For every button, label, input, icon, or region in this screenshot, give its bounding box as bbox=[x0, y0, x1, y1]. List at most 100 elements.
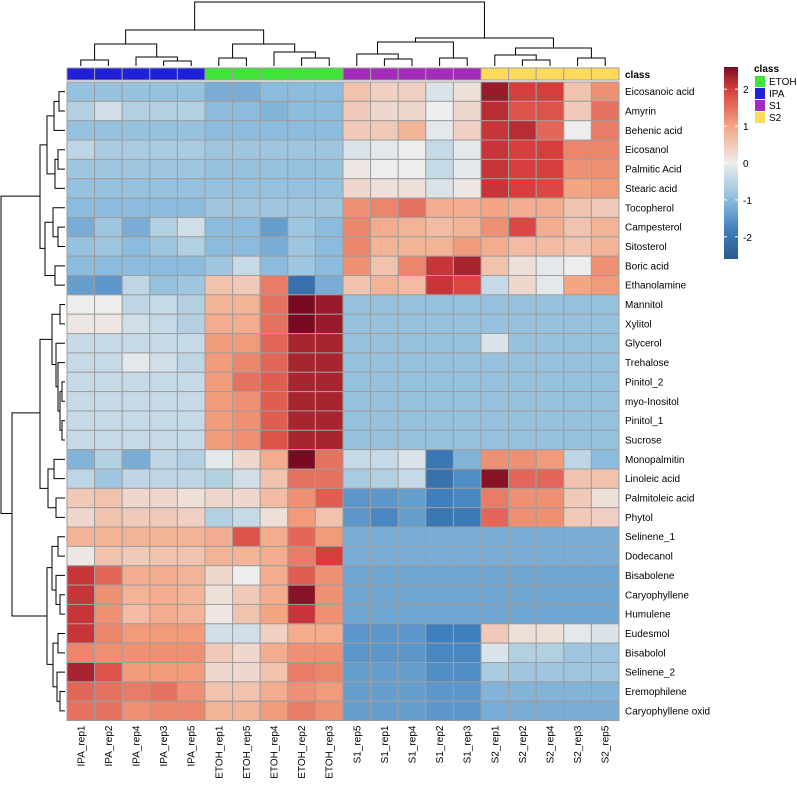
heatmap-cell bbox=[287, 197, 316, 218]
heatmap-cell bbox=[121, 642, 151, 664]
heatmap-cell bbox=[397, 158, 427, 180]
heatmap-cell bbox=[425, 100, 454, 122]
heatmap-cell bbox=[94, 81, 123, 102]
heatmap-cell bbox=[204, 333, 234, 354]
row-label: Sitosterol bbox=[625, 242, 667, 253]
row-label: Phytol bbox=[625, 513, 653, 524]
heatmap-cell bbox=[259, 294, 289, 315]
heatmap-cell bbox=[452, 681, 482, 702]
heatmap-cell bbox=[176, 623, 206, 644]
heatmap-cell bbox=[425, 371, 454, 393]
column-dendrogram-link bbox=[218, 57, 247, 66]
heatmap-cell bbox=[370, 391, 399, 412]
heatmap-cell bbox=[232, 197, 261, 218]
heatmap-cell bbox=[452, 352, 482, 373]
heatmap-cell bbox=[314, 681, 344, 702]
heatmap-cell bbox=[397, 100, 427, 122]
heatmap-cell bbox=[232, 100, 261, 122]
heatmap-cell bbox=[176, 371, 206, 393]
heatmap-cell bbox=[176, 294, 206, 315]
heatmap-cell bbox=[535, 623, 565, 644]
heatmap-cell bbox=[287, 120, 316, 141]
heatmap-cell bbox=[535, 81, 565, 102]
heatmap-cell bbox=[425, 178, 454, 199]
heatmap-cell bbox=[232, 352, 261, 373]
heatmap-cell bbox=[452, 584, 482, 605]
heatmap-cell bbox=[66, 487, 96, 509]
heatmap-cell bbox=[425, 139, 454, 160]
row-dendrogram-link bbox=[53, 458, 65, 480]
heatmap-cell bbox=[452, 487, 482, 509]
heatmap-cell bbox=[314, 468, 344, 489]
heatmap-cell bbox=[370, 642, 399, 664]
heatmap-cell bbox=[452, 275, 482, 296]
heatmap-cell bbox=[590, 642, 620, 664]
row-dendrogram-link bbox=[61, 420, 65, 441]
heatmap-cell bbox=[287, 487, 316, 509]
heatmap-cell bbox=[204, 410, 234, 431]
heatmap-cell bbox=[94, 178, 123, 199]
heatmap-cell bbox=[287, 429, 316, 451]
heatmap-cell bbox=[314, 371, 344, 393]
row-dendrogram-link bbox=[58, 91, 65, 112]
heatmap-cell bbox=[314, 236, 344, 257]
heatmap-cell bbox=[397, 275, 427, 296]
heatmap-cell bbox=[563, 507, 592, 528]
heatmap-cell bbox=[149, 120, 178, 141]
heatmap-cell bbox=[121, 603, 151, 625]
heatmap-cell bbox=[121, 294, 151, 315]
class-annotation-cell bbox=[370, 67, 399, 81]
color-scale-tick-label: 0 bbox=[743, 159, 749, 170]
heatmap-cell bbox=[121, 158, 151, 180]
heatmap-cell bbox=[314, 700, 344, 722]
heatmap-cell bbox=[259, 584, 289, 605]
heatmap-cell bbox=[176, 216, 206, 238]
heatmap-cell bbox=[149, 410, 178, 431]
heatmap-cell bbox=[176, 662, 206, 683]
heatmap-cell bbox=[370, 429, 399, 451]
heatmap-cell bbox=[176, 255, 206, 276]
heatmap-cell bbox=[232, 700, 261, 722]
class-legend-label: ETOH bbox=[769, 77, 797, 88]
heatmap-cell bbox=[232, 662, 261, 683]
heatmap-cell bbox=[563, 158, 592, 180]
heatmap-cell bbox=[452, 255, 482, 276]
heatmap-cell bbox=[590, 662, 620, 683]
heatmap-cell bbox=[452, 410, 482, 431]
heatmap-cell bbox=[66, 681, 96, 702]
row-dendrogram-link bbox=[11, 412, 47, 617]
heatmap-cell bbox=[563, 275, 592, 296]
heatmap-cell bbox=[425, 275, 454, 296]
column-dendrogram-link bbox=[80, 59, 109, 66]
heatmap-cell bbox=[66, 565, 96, 586]
row-label: Amyrin bbox=[625, 107, 656, 118]
heatmap-cell bbox=[149, 526, 178, 547]
heatmap-cell bbox=[94, 642, 123, 664]
heatmap-cell bbox=[259, 642, 289, 664]
class-annotation-cell bbox=[232, 67, 261, 81]
heatmap-cell bbox=[452, 81, 482, 102]
heatmap-cell bbox=[232, 81, 261, 102]
heatmap-cell bbox=[287, 623, 316, 644]
heatmap-cell bbox=[314, 545, 344, 567]
heatmap-cell bbox=[232, 313, 261, 335]
heatmap-cell bbox=[425, 662, 454, 683]
row-label: Eudesmol bbox=[625, 629, 669, 640]
class-annotation-cell bbox=[342, 67, 372, 81]
heatmap-cell bbox=[397, 681, 427, 702]
heatmap-cell bbox=[397, 700, 427, 722]
color-scale-legend: 2 1 0 -1 -2 bbox=[724, 67, 752, 259]
heatmap-cell bbox=[563, 352, 592, 373]
heatmap-cell bbox=[508, 352, 537, 373]
heatmap-cell bbox=[149, 275, 178, 296]
heatmap-cell bbox=[176, 275, 206, 296]
heatmap-cell bbox=[370, 507, 399, 528]
heatmap-cell bbox=[94, 662, 123, 683]
heatmap-cell bbox=[287, 139, 316, 160]
heatmap-cell bbox=[508, 662, 537, 683]
heatmap-cell bbox=[314, 391, 344, 412]
class-annotation-cell bbox=[149, 67, 178, 81]
row-label: Eicosanoic acid bbox=[625, 87, 694, 98]
heatmap-cell bbox=[176, 681, 206, 702]
heatmap-cell bbox=[94, 158, 123, 180]
